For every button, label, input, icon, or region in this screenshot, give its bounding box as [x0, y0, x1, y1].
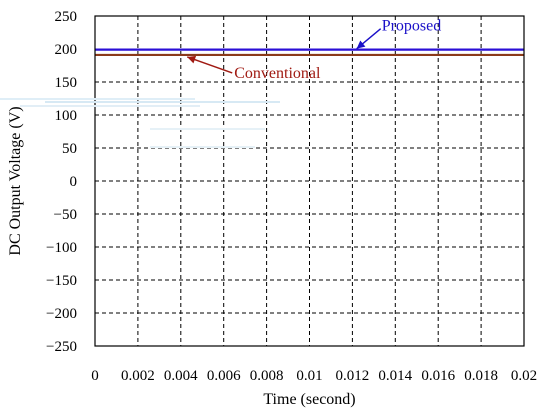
x-tick-label: 0.016: [421, 368, 455, 384]
y-tick-labels: 250 200 150 100 50 0 −50 −100 −150 −200 −250: [46, 9, 77, 355]
y-tick-label: 0: [70, 174, 78, 190]
y-tick-label: 100: [55, 108, 78, 124]
y-tick-label: −50: [54, 207, 77, 223]
x-tick-label: 0.008: [250, 368, 284, 384]
plot-frame: [94, 15, 525, 347]
x-tick-label: 0.004: [164, 368, 198, 384]
y-tick-label: 200: [55, 42, 78, 58]
x-tick-label: 0: [91, 368, 99, 384]
y-tick-label: 150: [55, 75, 78, 91]
x-tick-label: 0.002: [121, 368, 155, 384]
artifact-stripe: [20, 105, 200, 107]
y-tick-label: −150: [46, 273, 77, 289]
annotation-arrowhead: [187, 55, 197, 64]
x-tick-label: 0.018: [464, 368, 498, 384]
annotation-label: Proposed: [382, 18, 442, 35]
annotation-arrowhead: [356, 40, 366, 49]
series-lines: [95, 48, 524, 57]
artifact-stripe: [0, 98, 195, 100]
x-tick-label: 0.02: [511, 368, 537, 384]
annotation-label: Conventional: [234, 65, 321, 82]
y-tick-label: −250: [46, 339, 77, 355]
artifact-stripe: [150, 128, 265, 130]
x-tick-label: 0.01: [296, 368, 322, 384]
x-tick-label: 0.012: [336, 368, 370, 384]
artifact-stripe: [45, 101, 280, 103]
grid: [95, 16, 524, 346]
y-tick-label: 50: [62, 141, 77, 157]
x-tick-label: 0.006: [207, 368, 241, 384]
x-tick-labels: 0 0.002 0.004 0.006 0.008 0.01 0.012 0.014 0.016…: [91, 368, 537, 384]
y-axis-title: DC Output Voltage (V): [7, 106, 24, 255]
artifact-stripe: [150, 146, 255, 148]
x-tick-label: 0.014: [378, 368, 412, 384]
annotations: Proposed Conventional: [187, 18, 441, 82]
x-axis-title: Time (second): [263, 391, 355, 408]
y-tick-label: −200: [46, 306, 77, 322]
y-tick-label: −100: [46, 240, 77, 256]
y-tick-label: 250: [55, 9, 78, 25]
